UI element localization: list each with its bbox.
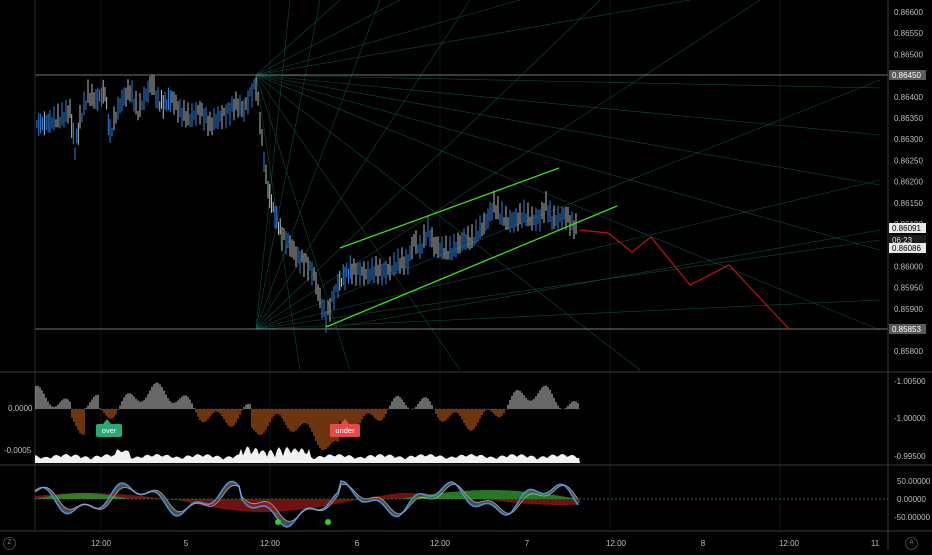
auto-scale-button[interactable]: A <box>905 537 918 550</box>
price-badge: 0.86450 <box>889 70 926 80</box>
fan-line <box>255 74 881 89</box>
fan-line <box>255 74 881 331</box>
fan-line <box>255 0 521 76</box>
price-tick: 0.86350 <box>894 114 923 123</box>
osc-left-tick: -0.0005 <box>4 446 32 455</box>
time-tick: 7 <box>525 539 530 548</box>
over-tag-label: over <box>102 426 117 435</box>
projection-path[interactable] <box>579 229 790 330</box>
time-tick: 8 <box>701 539 706 548</box>
fan-line <box>255 0 471 330</box>
fan-line <box>325 229 881 330</box>
price-tick: 0.85900 <box>894 305 923 314</box>
fan-line <box>255 0 341 76</box>
time-tick: 5 <box>184 539 189 548</box>
signal-dot <box>325 519 331 525</box>
fib-fan-lines <box>255 0 881 371</box>
osc-band-green <box>400 490 580 499</box>
osc-right-tick: -1.00000 <box>894 414 926 423</box>
bottom-right-tick: -50.00000 <box>894 513 931 522</box>
price-badge: 0.86086 <box>889 243 926 253</box>
price-badges: 0.86450 0.86091 06:230.86086 0.85853 <box>889 70 926 334</box>
fan-line <box>255 0 761 330</box>
osc-line-gray <box>34 483 579 522</box>
bottom-panel <box>34 480 580 528</box>
time-tick: 6 <box>355 539 360 548</box>
price-badge: 0.86091 <box>889 223 926 233</box>
oscillator-panel <box>35 382 579 451</box>
volume-area <box>35 446 580 463</box>
candles <box>34 74 577 333</box>
grid <box>100 0 781 531</box>
price-tick: 0.86000 <box>894 262 923 271</box>
fan-line <box>255 239 881 330</box>
bottom-right-tick: 50.00000 <box>897 477 931 486</box>
timezone-button[interactable]: Z <box>3 537 16 550</box>
fan-line <box>255 0 321 330</box>
time-tick: 12:00 <box>260 539 281 548</box>
under-tag-label: under <box>335 426 355 435</box>
osc-axis-right: -1.00500 -1.00000 -0.99500 <box>894 377 926 461</box>
time-tick: 12:00 <box>779 539 800 548</box>
price-tick: 0.85950 <box>894 284 923 293</box>
price-tick: 0.86200 <box>894 178 923 187</box>
fan-line <box>255 74 881 136</box>
price-tick: 0.86250 <box>894 156 923 165</box>
price-tick: 0.86150 <box>894 199 923 208</box>
fan-line <box>255 79 881 330</box>
fan-line <box>255 0 601 330</box>
bottom-axis-right: 50.00000 0.00000 -50.00000 <box>894 477 931 522</box>
osc-line-blue <box>34 480 579 528</box>
price-badge-label: 0.86091 <box>892 224 921 233</box>
signal-dot <box>275 519 281 525</box>
price-badge: 0.85853 <box>889 324 926 334</box>
price-badge-label: 0.85853 <box>892 325 921 334</box>
osc-band-green <box>35 493 130 499</box>
fan-line <box>255 74 881 251</box>
price-tick: 0.86600 <box>894 8 923 17</box>
price-tick: 0.86500 <box>894 50 923 59</box>
fan-line <box>255 74 881 186</box>
fan-line <box>255 74 351 371</box>
time-axis[interactable]: 12:00 5 12:00 6 12:00 7 12:00 8 12:00 11 <box>91 539 880 548</box>
price-badge-label: 06:23 <box>892 236 913 245</box>
channel-upper-line <box>339 167 560 249</box>
time-tick: 12:00 <box>606 539 627 548</box>
fan-line <box>255 0 291 330</box>
over-tag: over <box>96 419 122 437</box>
osc-axis-left: 0.0000 -0.0005 <box>4 404 33 455</box>
price-badge-label: 0.86450 <box>892 71 921 80</box>
price-tick: 0.86300 <box>894 135 923 144</box>
osc-right-tick: -1.00500 <box>894 377 926 386</box>
under-tag: under <box>330 419 360 437</box>
price-badge: 06:23 <box>889 235 926 245</box>
fan-line <box>255 0 691 76</box>
price-badge-label: 0.86086 <box>892 244 921 253</box>
price-tick: 0.86550 <box>894 29 923 38</box>
horizontal-levels <box>35 74 888 330</box>
time-tick: 12:00 <box>430 539 451 548</box>
fan-line <box>255 74 641 371</box>
time-tick: 11 <box>871 539 880 548</box>
trend-channel[interactable] <box>325 167 618 328</box>
fan-line <box>255 74 461 371</box>
channel-lower-line <box>325 205 618 328</box>
bottom-right-tick: 0.00000 <box>897 495 926 504</box>
fan-line <box>255 179 881 330</box>
price-axis[interactable]: 0.86600 0.86550 0.86500 0.86450 0.86400 0.863… <box>894 8 923 356</box>
price-tick: 0.85800 <box>894 347 923 356</box>
price-tick: 0.86400 <box>894 93 923 102</box>
osc-left-tick: 0.0000 <box>8 404 33 413</box>
time-tick: 12:00 <box>91 539 112 548</box>
volume-fill <box>35 446 580 463</box>
fan-line <box>255 0 401 76</box>
osc-right-tick: -0.99500 <box>894 452 926 461</box>
